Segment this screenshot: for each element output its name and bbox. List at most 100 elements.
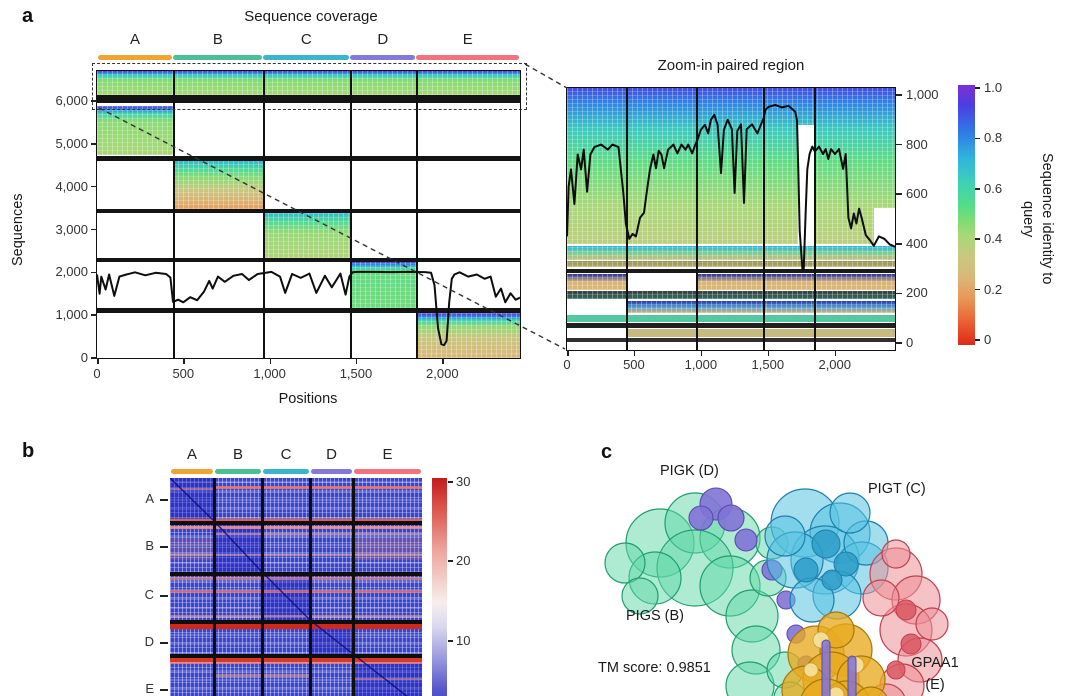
segment-bar	[353, 469, 421, 474]
red-stripe	[170, 615, 422, 617]
red-stripe	[170, 577, 422, 580]
y-tick	[896, 342, 902, 344]
segment-bar	[310, 469, 352, 474]
y-tick	[91, 100, 97, 102]
pigt-chain	[764, 488, 889, 623]
heatmap-col-label: D	[326, 446, 337, 463]
y-tick	[896, 193, 902, 195]
black-row	[97, 94, 520, 104]
x-tick-label: 1,500	[751, 357, 785, 372]
heatmap-row-tick	[160, 595, 168, 597]
y-tick	[896, 143, 902, 146]
pigk-helices	[821, 639, 857, 696]
segment-letter: C	[300, 31, 312, 48]
y-tick	[91, 357, 97, 359]
heatmap-colorbar-gradient	[432, 478, 447, 696]
msa-block	[97, 71, 520, 95]
heatmap-colorbar-tick-label: 20	[456, 553, 471, 568]
pigt-core	[793, 529, 859, 591]
panel-a-label: a	[22, 5, 34, 27]
heatmap-col-label: C	[280, 446, 292, 463]
zoom-stripe	[625, 329, 895, 337]
grid-line-h	[170, 572, 422, 576]
y-tick-label: 400	[906, 235, 928, 251]
x-tick	[834, 350, 837, 356]
y-tick-label: 5,000	[55, 135, 88, 151]
x-tick	[700, 350, 703, 356]
protein-structure	[604, 487, 949, 696]
red-stripe	[170, 662, 422, 664]
grid-line-v	[212, 478, 216, 696]
heatmap-col-label: A	[186, 446, 197, 463]
zoom-stripe	[567, 290, 895, 300]
panel-a-title: Sequence coverage	[244, 8, 378, 25]
heatmap-col-label: E	[382, 446, 393, 463]
x-tick-label: 500	[623, 357, 645, 372]
x-tick-label: 1,000	[684, 357, 718, 372]
segment-letter: E	[462, 31, 473, 48]
label-pigk: PIGK (D)	[660, 463, 719, 479]
y-tick-label: 0	[906, 335, 914, 350]
x-tick-label: 1,000	[253, 366, 286, 381]
x-tick	[442, 358, 444, 364]
y-tick	[91, 143, 97, 145]
red-stripe	[170, 590, 422, 593]
panel-b-label: b	[22, 440, 35, 462]
y-tick-label: 3,000	[55, 221, 88, 237]
gpaa1-core	[886, 599, 922, 680]
x-tick	[269, 358, 272, 364]
colorbar-tick	[975, 188, 980, 190]
grid-line-v	[260, 478, 264, 696]
zoom-stripe	[567, 323, 895, 328]
x-tick-label: 2,000	[818, 357, 852, 372]
red-stripe	[170, 488, 214, 490]
heatmap-colorbar-tick	[448, 481, 453, 483]
colorbar-tick-label: 0.6	[984, 180, 1003, 196]
label-gpaa1: GPAA1	[911, 655, 959, 671]
red-stripe	[170, 526, 422, 529]
red-stripe	[170, 554, 422, 556]
colorbar-tick	[975, 137, 980, 140]
colorbar-tick	[975, 288, 980, 291]
x-tick	[183, 358, 185, 364]
segment-bar	[263, 55, 349, 60]
x-tick-label: 500	[172, 366, 195, 381]
y-tick-label: 800	[906, 136, 928, 152]
heatmap-row-tick	[160, 546, 168, 548]
y-axis-label-sequences: Sequences	[10, 193, 26, 267]
heatmap-row-label: D	[144, 634, 154, 649]
distance-heatmap	[170, 478, 422, 696]
y-tick	[91, 314, 97, 316]
heatmap-colorbar-tick	[448, 560, 453, 562]
colorbar-tick-label: 0	[984, 332, 992, 347]
core-a-chain	[781, 611, 888, 696]
heatmap-row-label: C	[144, 587, 154, 602]
red-stripe	[170, 624, 422, 629]
y-tick-label: 600	[906, 186, 928, 202]
segment-bar	[262, 469, 309, 474]
segment-bar	[416, 55, 519, 60]
label-pigs: PIGS (B)	[626, 608, 685, 624]
y-tick	[91, 228, 97, 231]
grid-line-h	[170, 620, 422, 624]
heatmap-row-tick	[160, 689, 168, 691]
heatmap-colorbar-tick	[448, 640, 453, 642]
colorbar-tick-label: 1.0	[984, 80, 1003, 95]
heatmap-row-label: A	[145, 491, 154, 506]
label-gpaa1-chain: (E)	[925, 677, 945, 693]
colorbar-tick-label: 0.8	[984, 130, 1003, 146]
x-tick-label: 0	[563, 357, 571, 372]
grid-line-h	[170, 654, 422, 658]
heatmap-row-label: B	[145, 538, 154, 553]
heatmap-colorbar-tick-label: 30	[456, 474, 471, 489]
plot-border	[566, 87, 896, 351]
connector-dash-top	[524, 63, 568, 89]
colorbar-label-line1: Sequence identity to	[1039, 153, 1055, 285]
y-tick	[91, 185, 97, 188]
zoom-plot-title: Zoom-in paired region	[657, 57, 805, 74]
red-stripe	[214, 486, 422, 489]
segment-bar	[214, 469, 261, 474]
zoom-stripe	[625, 301, 895, 314]
heatmap-row-tick	[160, 642, 168, 644]
paired-region-outline	[92, 63, 527, 110]
